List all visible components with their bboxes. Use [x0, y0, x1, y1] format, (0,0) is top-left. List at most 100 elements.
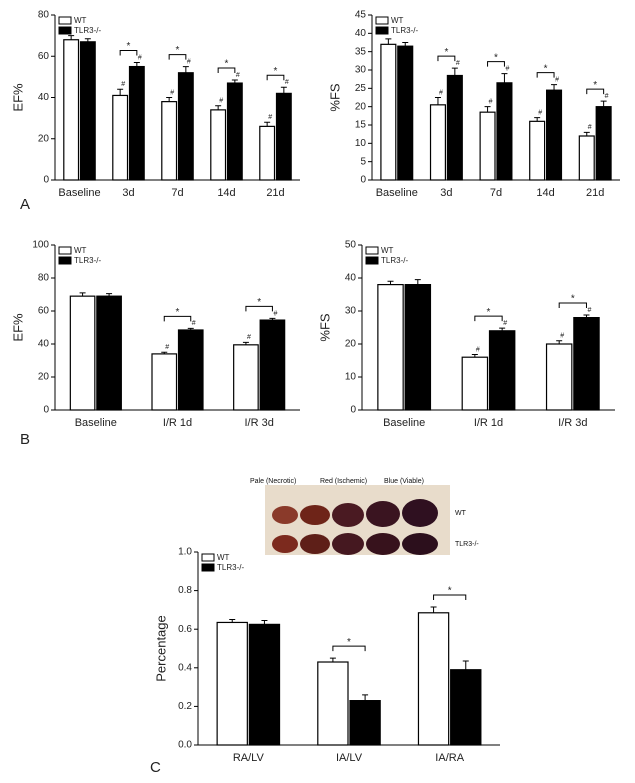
bar: [210, 109, 227, 181]
error-bar: [462, 660, 469, 670]
significance-mark: #: [247, 334, 251, 341]
error-bar: [430, 606, 437, 613]
bracket: [245, 305, 273, 312]
bar: [151, 353, 178, 411]
y-tick-label: 5: [360, 156, 366, 167]
error-bar: [117, 88, 124, 96]
legend-swatch: [375, 16, 389, 25]
significance-mark: #: [555, 77, 559, 84]
bracket-label: *: [494, 52, 498, 63]
bar: [461, 356, 489, 411]
significance-mark: #: [187, 58, 191, 65]
legend-label: TLR3-/-: [74, 256, 101, 265]
bracket: [536, 72, 555, 78]
photo-row-label: WT: [455, 510, 467, 517]
bar: [161, 101, 178, 181]
significance-mark: #: [505, 66, 509, 73]
bar: [488, 330, 516, 411]
bar: [545, 89, 563, 181]
y-axis-label: EF%: [10, 83, 25, 112]
error-bar: [84, 38, 91, 42]
significance-mark: #: [236, 72, 240, 79]
error-bar: [387, 280, 394, 285]
bar: [397, 45, 414, 181]
y-tick-label: 0: [360, 175, 366, 186]
bar: [446, 74, 463, 181]
y-tick-label: 60: [38, 51, 50, 62]
x-tick-label: 3d: [440, 187, 452, 199]
y-axis-label: Percentage: [153, 615, 168, 682]
x-tick-label: 14d: [536, 187, 554, 199]
y-tick-label: 0.6: [178, 624, 192, 635]
y-tick-label: 0.8: [178, 585, 192, 596]
error-bar: [280, 86, 287, 94]
bar: [545, 343, 573, 411]
y-tick-label: 20: [38, 372, 50, 383]
y-tick-label: 1.0: [178, 547, 192, 558]
x-tick-label: RA/LV: [233, 752, 265, 764]
bar: [496, 82, 513, 181]
x-tick-label: 14d: [217, 187, 235, 199]
error-bar: [329, 657, 336, 663]
legend-label: WT: [74, 16, 87, 25]
y-axis-label: %FS: [317, 313, 332, 342]
error-bar: [106, 293, 113, 297]
y-tick-label: 30: [355, 65, 367, 76]
bar: [216, 621, 248, 746]
error-bar: [133, 61, 140, 67]
bracket: [168, 54, 187, 60]
x-tick-label: 21d: [586, 187, 604, 199]
heart-slice: [332, 533, 364, 555]
x-tick-label: Baseline: [58, 187, 100, 199]
error-bar: [187, 327, 194, 330]
significance-mark: #: [268, 114, 272, 121]
error-bar: [600, 100, 607, 107]
significance-mark: #: [538, 110, 542, 117]
panel-label: A: [20, 196, 30, 213]
y-tick-label: 40: [38, 339, 50, 350]
bar: [529, 120, 546, 181]
error-bar: [583, 131, 590, 136]
photo-row-label: TLR3-/-: [455, 541, 479, 548]
x-tick-label: Baseline: [376, 187, 418, 199]
bracket: [332, 645, 366, 652]
error-bar: [451, 67, 458, 76]
error-bar: [269, 317, 276, 321]
y-tick-label: 30: [345, 306, 357, 317]
y-tick-label: 80: [38, 273, 50, 284]
bracket-label: *: [444, 47, 448, 58]
legend-swatch: [201, 553, 215, 562]
x-tick-label: Baseline: [75, 417, 117, 429]
error-bar: [261, 620, 268, 625]
legend-label: WT: [217, 553, 230, 562]
significance-mark: #: [503, 320, 507, 327]
error-bar: [484, 106, 491, 113]
error-bar: [434, 97, 441, 105]
y-tick-label: 35: [355, 46, 367, 57]
x-tick-label: Baseline: [383, 417, 425, 429]
error-bar: [264, 121, 271, 127]
bar: [259, 319, 286, 411]
error-bar: [362, 694, 369, 701]
legend-label: TLR3-/-: [217, 563, 244, 572]
significance-mark: #: [588, 124, 592, 131]
bracket-label: *: [487, 307, 491, 318]
y-tick-label: 15: [355, 120, 367, 131]
y-tick-label: 40: [38, 92, 50, 103]
significance-mark: #: [170, 89, 174, 96]
error-bar: [242, 341, 249, 345]
legend-swatch: [201, 563, 215, 572]
significance-mark: #: [489, 99, 493, 106]
bar: [177, 329, 204, 411]
heart-slice: [300, 505, 330, 525]
y-tick-label: 40: [345, 273, 357, 284]
error-bar: [161, 351, 168, 354]
bar: [233, 344, 259, 411]
bracket-label: *: [127, 41, 131, 52]
photo-label: Red (Ischemic): [320, 478, 367, 485]
bar: [96, 295, 122, 411]
significance-mark: #: [121, 81, 125, 88]
legend-label: WT: [391, 16, 404, 25]
y-tick-label: 100: [32, 240, 49, 251]
error-bar: [231, 79, 238, 84]
